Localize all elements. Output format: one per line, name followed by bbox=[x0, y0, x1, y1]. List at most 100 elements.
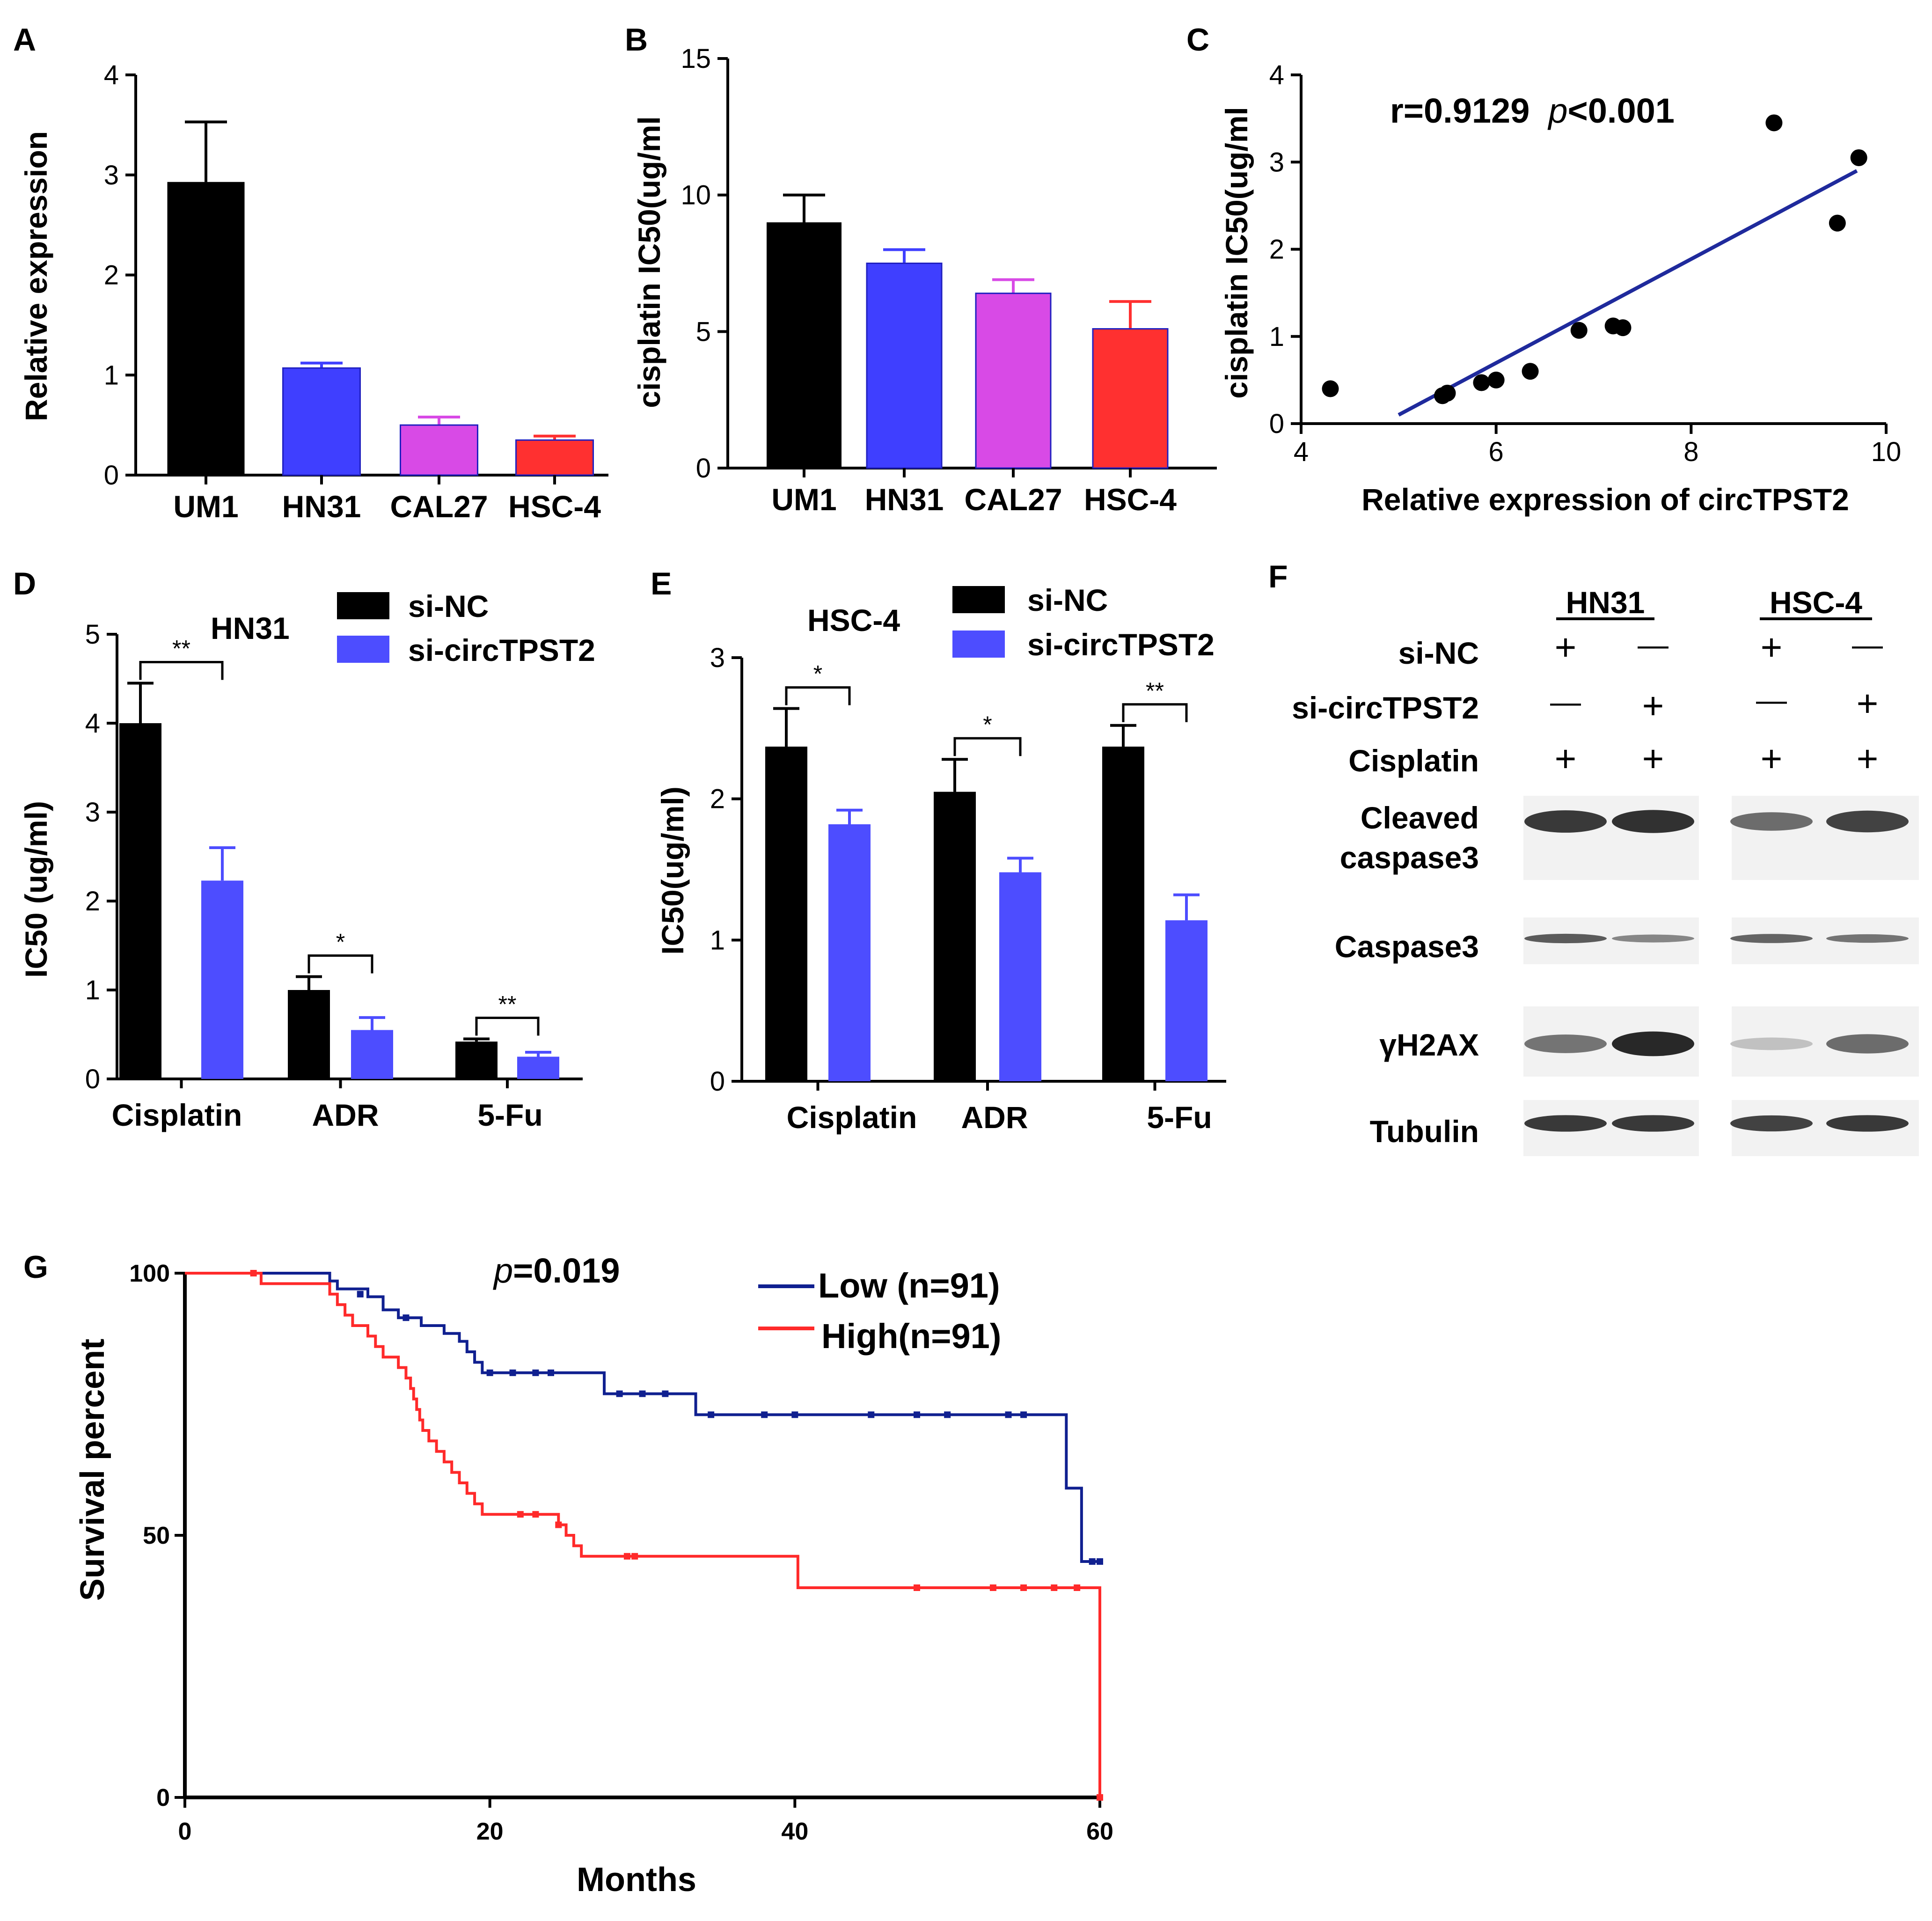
blot-sign-r2-l1: + bbox=[1642, 738, 1664, 779]
blot-band-gh2ax bbox=[1524, 1034, 1607, 1053]
chart-d-bar-cisplatin-si-circtpst2 bbox=[201, 880, 243, 1079]
chart-g-censor-mark-high bbox=[623, 1553, 630, 1560]
chart-e-legend-si-nc: si-NC bbox=[1027, 583, 1108, 617]
chart-d-legend-si-nc: si-NC bbox=[408, 589, 489, 623]
chart-d-bar-5-fu-si-circtpst2 bbox=[517, 1056, 559, 1079]
chart-g-censor-mark-high bbox=[1097, 1794, 1103, 1801]
blot-row-label-cisplatin: Cisplatin bbox=[1348, 743, 1479, 778]
chart-c-point bbox=[1850, 149, 1867, 166]
chart-d-xtick-label-adr: ADR bbox=[312, 1098, 379, 1132]
chart-g-censor-mark-low bbox=[509, 1369, 516, 1376]
chart-e-xtick-label-cisplatin: Cisplatin bbox=[787, 1100, 917, 1135]
chart-e-title: HSC-4 bbox=[807, 603, 900, 638]
chart-g-legend-high: High(n=91) bbox=[821, 1317, 1001, 1356]
chart-c-xtick-label: 6 bbox=[1489, 437, 1504, 467]
blot-band-gh2ax bbox=[1826, 1034, 1909, 1054]
blot-band-gh2ax bbox=[1730, 1037, 1813, 1050]
chart-g-legend-low: Low (n=91) bbox=[818, 1266, 1000, 1305]
chart-d-significance-label: ** bbox=[498, 991, 517, 1018]
blot-band-tubulin bbox=[1524, 1115, 1607, 1132]
blot-sign-r1-l1: + bbox=[1642, 685, 1664, 726]
blot-band-label-cleaved: Cleaved bbox=[1361, 800, 1479, 835]
chart-g-censor-mark-high bbox=[1051, 1584, 1058, 1591]
chart-c-point bbox=[1322, 380, 1339, 397]
blot-row-label-si-circtpst2: si-circTPST2 bbox=[1292, 690, 1479, 725]
chart-e-legend-si-circtpst2: si-circTPST2 bbox=[1027, 627, 1215, 662]
chart-c-point bbox=[1473, 374, 1490, 391]
chart-e-bar-5-fu-si-circtpst2 bbox=[1165, 920, 1208, 1081]
chart-g-ytick-label: 50 bbox=[143, 1522, 170, 1549]
blot-band-tubulin bbox=[1612, 1115, 1694, 1132]
chart-d-ytick-label: 2 bbox=[85, 886, 100, 917]
chart-a-ytick-label: 2 bbox=[104, 260, 119, 291]
chart-b-ytick-label: 5 bbox=[696, 316, 711, 347]
blot-band-label-caspase3: Caspase3 bbox=[1335, 929, 1479, 964]
chart-g-xtick-label: 20 bbox=[476, 1818, 504, 1845]
chart-c-point bbox=[1765, 114, 1783, 132]
chart-b-ytick-label: 0 bbox=[696, 453, 711, 484]
chart-g-censor-mark-high bbox=[631, 1553, 638, 1560]
chart-g-xtick-label: 40 bbox=[781, 1818, 808, 1845]
blot-band-label-gh2ax: γH2AX bbox=[1379, 1027, 1479, 1062]
chart-g-xtick-label: 60 bbox=[1086, 1818, 1113, 1845]
chart-a-xtick-label-cal27: CAL27 bbox=[390, 489, 488, 524]
chart-d-significance-label: * bbox=[336, 929, 345, 955]
blot-sign-r2-l0: + bbox=[1555, 738, 1577, 779]
chart-g-censor-mark-low bbox=[791, 1411, 798, 1418]
chart-g-censor-mark-high bbox=[914, 1584, 920, 1591]
chart-d-ytick-label: 5 bbox=[85, 619, 100, 650]
chart-d-bar-adr-si-nc bbox=[288, 990, 330, 1079]
chart-g-censor-mark-low bbox=[761, 1411, 768, 1418]
chart-e-significance-label: * bbox=[983, 711, 992, 738]
chart-c-point bbox=[1570, 322, 1588, 339]
chart-b-ylabel: cisplatin IC50(ug/ml bbox=[632, 116, 666, 408]
blot-band-caspase3 bbox=[1612, 934, 1694, 943]
chart-c-annotation-r: r=0.9129 bbox=[1390, 91, 1530, 130]
blot-sign-r0-l0: + bbox=[1555, 626, 1577, 668]
chart-g-censor-mark-low bbox=[914, 1411, 920, 1418]
chart-g-censor-mark-low bbox=[616, 1390, 623, 1397]
chart-g-censor-mark-high bbox=[532, 1511, 539, 1518]
chart-e-ylabel: IC50(ug/ml) bbox=[655, 786, 690, 954]
chart-g-censor-mark-low bbox=[662, 1390, 669, 1397]
chart-e-bar-cisplatin-si-nc bbox=[765, 747, 807, 1081]
panel-letter-e: E bbox=[651, 566, 672, 601]
chart-e-ytick-label: 2 bbox=[710, 784, 725, 814]
chart-b-bar-cal27 bbox=[975, 293, 1052, 469]
blot-band-label-caspase3-line2: caspase3 bbox=[1340, 840, 1479, 875]
chart-b-bar-um1 bbox=[767, 222, 842, 468]
blot-band-caspase3 bbox=[1524, 933, 1607, 944]
chart-e-ytick-label: 1 bbox=[710, 925, 725, 955]
chart-g-annotation: p=0.019 bbox=[493, 1251, 620, 1290]
blot-sign-r0-l1: — bbox=[1638, 627, 1669, 662]
chart-g-censor-mark-low bbox=[1020, 1411, 1027, 1418]
panel-letter-c: C bbox=[1186, 22, 1209, 58]
chart-e-significance-bracket bbox=[785, 686, 851, 705]
chart-d-bar-adr-si-circtpst2 bbox=[351, 1030, 393, 1079]
chart-b-ytick-label: 10 bbox=[681, 180, 711, 211]
chart-c-correlation-scatter: cisplatin IC50(ug/ml Relative expression… bbox=[1219, 60, 1901, 517]
chart-g-censor-mark-high bbox=[1074, 1584, 1081, 1591]
chart-g-curve-high bbox=[185, 1272, 1101, 1797]
chart-b-xtick-label-hsc-4: HSC-4 bbox=[1084, 482, 1177, 517]
blot-band-tubulin bbox=[1826, 1115, 1909, 1132]
chart-c-xtick-label: 8 bbox=[1683, 437, 1698, 467]
blot-band-cleaved_caspase3 bbox=[1826, 810, 1909, 833]
chart-g-censor-mark-low bbox=[639, 1390, 646, 1397]
blot-membrane-cleaved_caspase3 bbox=[1523, 796, 1699, 880]
chart-g-censor-mark-high bbox=[555, 1521, 562, 1528]
chart-b-cisplatin-ic50: cisplatin IC50(ug/ml 0 5 10 15 UM1 HN31 CAL27 H… bbox=[632, 44, 1217, 517]
chart-a-bar-cal27 bbox=[400, 424, 478, 476]
chart-c-annotation: r=0.9129 p<0.001 bbox=[1390, 91, 1675, 130]
chart-e-significance-bracket bbox=[953, 737, 1022, 756]
chart-a-bar-hsc-4 bbox=[515, 439, 594, 476]
chart-c-xtick-label: 10 bbox=[1871, 437, 1902, 467]
chart-d-xtick-label-cisplatin: Cisplatin bbox=[112, 1098, 242, 1132]
chart-g-xlabel: Months bbox=[577, 1861, 696, 1899]
chart-c-ytick-label: 4 bbox=[1269, 60, 1284, 90]
chart-g-censor-mark-low bbox=[532, 1369, 539, 1376]
chart-g-censor-mark-high bbox=[517, 1511, 524, 1518]
chart-a-xtick-label-hsc-4: HSC-4 bbox=[508, 489, 601, 524]
blot-band-cleaved_caspase3 bbox=[1730, 812, 1813, 831]
chart-d-significance-bracket bbox=[475, 1017, 540, 1036]
